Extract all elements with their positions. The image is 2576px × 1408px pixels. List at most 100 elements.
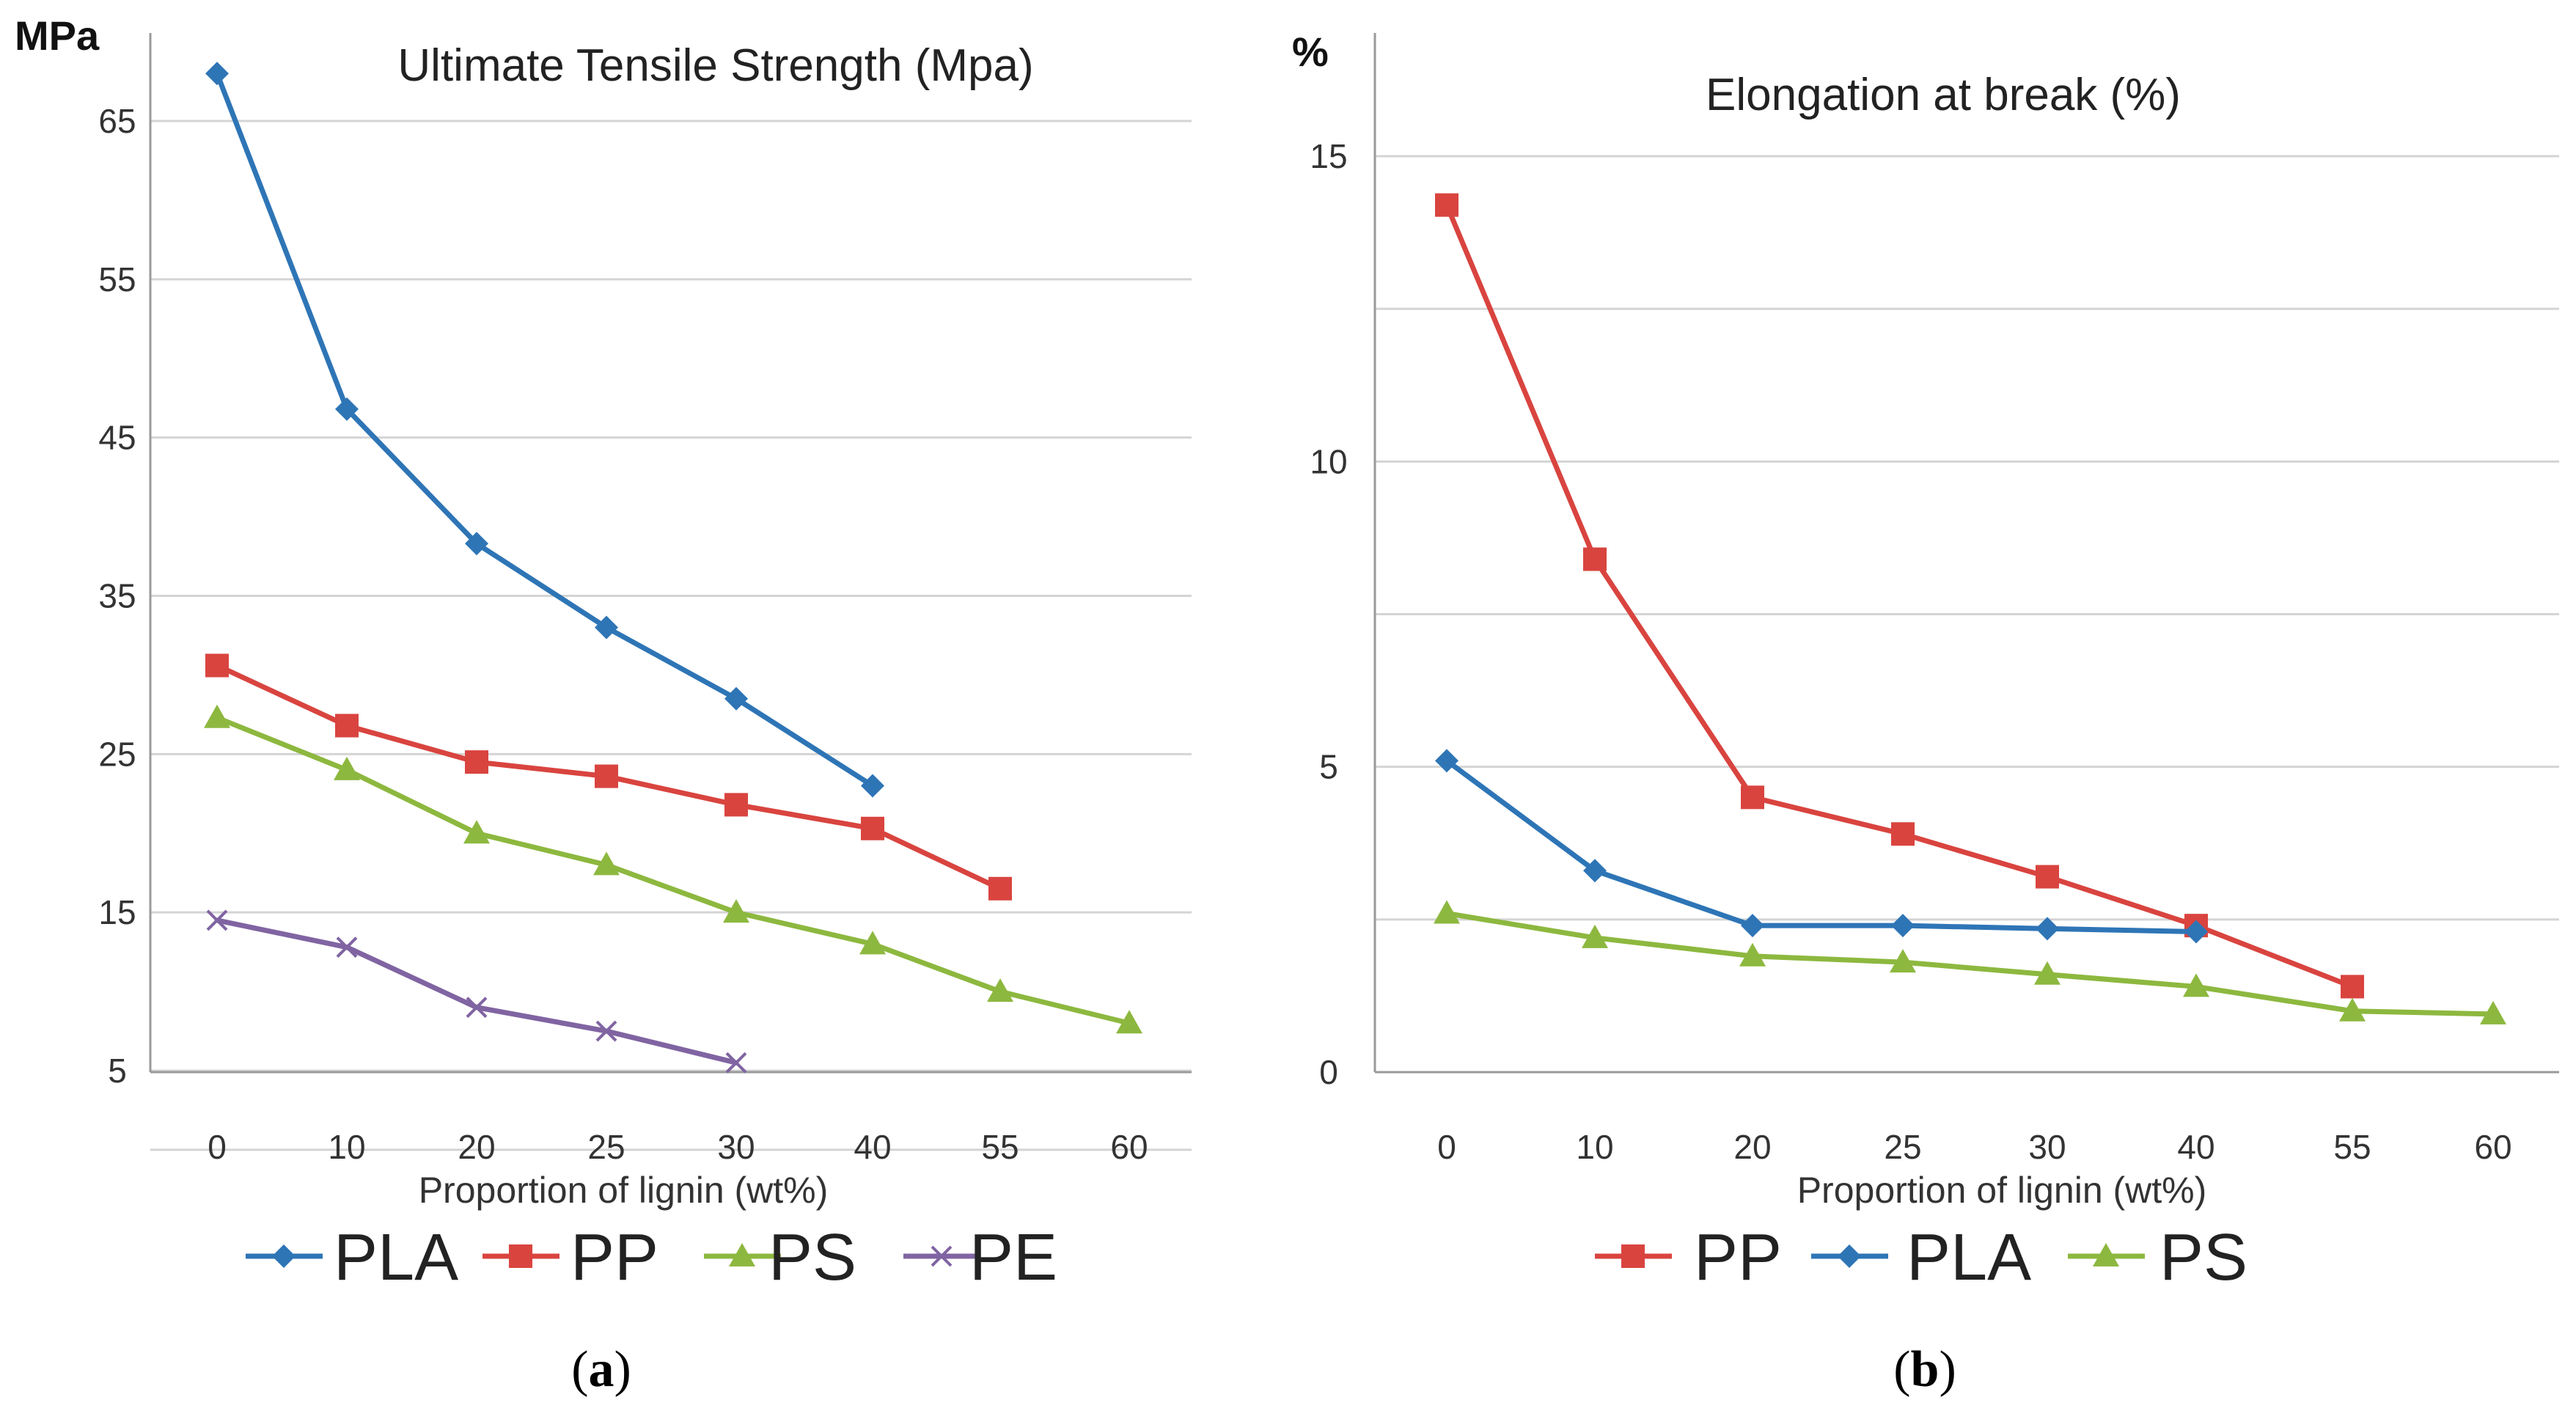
chart-title-b: Elongation at break (%) [1706, 70, 2181, 120]
data-point-pp [988, 876, 1012, 901]
y-tick-label: 15 [1310, 137, 1347, 175]
series-line-pla [1444, 758, 2199, 934]
legend-marker-pla [1838, 1244, 1861, 1268]
x-tick-label: 30 [717, 1128, 755, 1166]
data-point-pe [725, 1052, 747, 1074]
data-point-ps [2034, 961, 2061, 985]
data-point-pe [466, 997, 488, 1019]
y-tick-label: 25 [98, 735, 136, 773]
data-point-pe [206, 909, 228, 931]
data-point-pla [2184, 920, 2208, 944]
x-tick-label: 20 [458, 1128, 495, 1166]
x-tick-labels-b: 0 10 20 25 30 40 55 60 [1437, 1128, 2511, 1166]
data-point-pla [1741, 914, 1764, 938]
series-group-b [1434, 193, 2506, 1024]
y-tick-label: 15 [98, 893, 136, 931]
series-line-pe [214, 917, 739, 1066]
panel-label-b: (b) [1893, 1341, 1956, 1398]
y-unit-label-a: MPa [15, 12, 100, 59]
data-point-pp [2036, 865, 2059, 889]
x-tick-label: 20 [1733, 1128, 1771, 1166]
data-point-ps [987, 978, 1013, 1002]
data-point-ps [1739, 942, 1766, 967]
chart-panel-b: % Elongation at break (%) 0 5 10 15 0 10 20 25… [1292, 29, 2559, 1398]
data-point-pp [861, 816, 884, 840]
y-tick-label: 5 [1319, 748, 1338, 786]
data-point-pp [1741, 785, 1764, 810]
data-point-ps [859, 931, 886, 955]
x-tick-label: 30 [2028, 1128, 2066, 1166]
data-point-ps [2480, 1000, 2506, 1024]
series-line-pp [1444, 202, 2355, 989]
y-tick-label: 10 [1310, 442, 1347, 480]
panel-label-a-letter: a [589, 1341, 614, 1398]
legend-label-pp: PP [1694, 1221, 1782, 1294]
legend-marker-ps [2093, 1243, 2119, 1266]
panel-label-b-letter: b [1911, 1341, 1940, 1398]
x-tick-label: 40 [2177, 1128, 2214, 1166]
data-point-pp [465, 750, 488, 774]
data-point-ps [334, 756, 360, 780]
chart-panel-a: MPa Ultimate Tensile Strength (Mpa) 5 15 2… [15, 12, 1192, 1398]
data-point-pla [1435, 749, 1458, 773]
data-point-pla [2036, 917, 2059, 941]
legend-label-ps: PS [2159, 1221, 2247, 1294]
data-point-pla [1891, 914, 1915, 938]
data-point-pe [336, 936, 358, 958]
x-tick-label: 25 [587, 1128, 625, 1166]
x-axis-title-a: Proportion of lignin (wt%) [419, 1170, 829, 1211]
data-point-pla [205, 62, 229, 86]
y-tick-label: 35 [98, 577, 136, 615]
data-point-pp [724, 793, 748, 817]
data-point-pp [2341, 975, 2364, 999]
data-point-pla [465, 532, 488, 556]
gridlines-b [1373, 33, 2559, 1074]
x-tick-label: 40 [854, 1128, 891, 1166]
data-point-pe [595, 1020, 617, 1042]
y-unit-label-b: % [1292, 29, 1329, 75]
x-tick-label: 60 [1110, 1128, 1148, 1166]
data-point-pla [724, 686, 748, 711]
legend-b: PP PLA PS [1595, 1221, 2247, 1294]
x-tick-label: 0 [1437, 1128, 1456, 1166]
legend-marker-pp [1621, 1244, 1645, 1268]
data-point-ps [1434, 900, 1460, 924]
legend-label-ps: PS [768, 1221, 856, 1294]
y-tick-label: 5 [108, 1052, 127, 1090]
gridlines-a [149, 33, 1192, 1151]
x-tick-label: 0 [208, 1128, 227, 1166]
series-line-ps [214, 715, 1132, 1026]
data-point-pla [335, 397, 359, 421]
data-point-pp [1435, 193, 1458, 217]
x-tick-label: 25 [1884, 1128, 1921, 1166]
x-tick-label: 10 [1576, 1128, 1613, 1166]
y-tick-labels-b: 0 5 10 15 [1310, 137, 1347, 1091]
data-point-ps [1890, 949, 1916, 973]
data-point-pla [595, 615, 618, 639]
data-point-ps [204, 704, 230, 728]
legend-marker-ps [729, 1243, 755, 1266]
x-axis-title-b: Proportion of lignin (wt%) [1797, 1170, 2207, 1211]
data-point-pp [1891, 822, 1915, 846]
series-line-pla [214, 70, 876, 788]
data-point-ps [2339, 997, 2366, 1022]
y-tick-label: 0 [1319, 1053, 1338, 1091]
data-point-ps [463, 820, 490, 844]
x-tick-label: 60 [2474, 1128, 2511, 1166]
data-point-pp [595, 764, 618, 788]
x-tick-label: 10 [328, 1128, 365, 1166]
series-line-ps [1444, 911, 2496, 1017]
chart-title-a: Ultimate Tensile Strength (Mpa) [397, 40, 1033, 91]
legend-label-pla: PLA [334, 1221, 458, 1294]
legend-marker-pe [931, 1245, 953, 1267]
x-tick-label: 55 [2333, 1128, 2371, 1166]
y-tick-label: 55 [98, 260, 136, 298]
legend-marker-pla [272, 1244, 296, 1268]
y-tick-label: 45 [98, 419, 136, 457]
y-tick-labels-a: 5 15 25 35 45 55 65 [98, 102, 136, 1090]
data-point-ps [1582, 924, 1608, 948]
data-point-pp [1583, 547, 1607, 571]
data-point-pla [1583, 859, 1607, 883]
legend-a: PLA PP PS PE [246, 1221, 1057, 1294]
